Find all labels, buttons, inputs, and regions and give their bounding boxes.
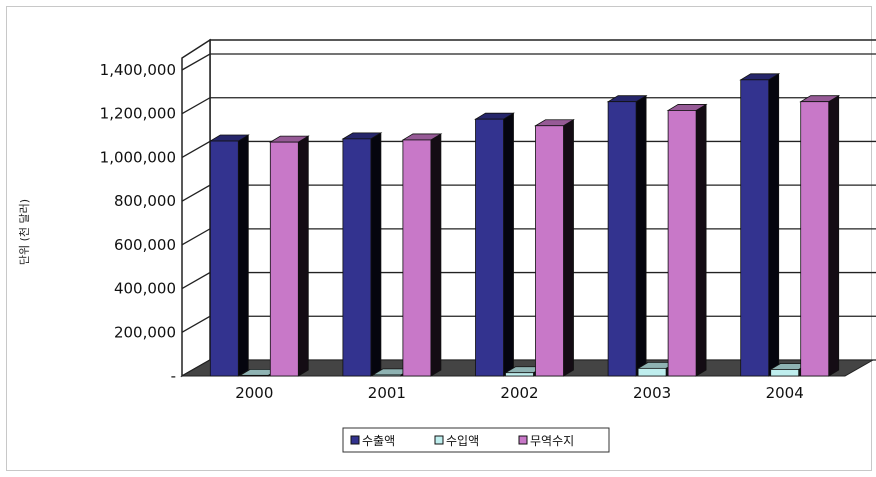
legend: 수출액 수입액 무역수지 bbox=[342, 427, 610, 453]
legend-swatch bbox=[434, 435, 444, 445]
bar bbox=[534, 119, 575, 377]
bar bbox=[268, 135, 310, 377]
bar bbox=[474, 112, 515, 377]
bar-side bbox=[828, 94, 840, 377]
bar-front bbox=[535, 125, 564, 377]
bar-front bbox=[505, 372, 534, 377]
bar-front bbox=[209, 140, 239, 377]
bar-side bbox=[503, 112, 514, 377]
bars bbox=[208, 73, 841, 377]
bar-front bbox=[342, 138, 372, 377]
legend-box bbox=[342, 427, 610, 453]
bar-front bbox=[740, 79, 770, 377]
bar bbox=[401, 133, 443, 377]
y-tick-label: 1,000,000 bbox=[100, 148, 176, 166]
bar-front bbox=[637, 367, 667, 377]
bar-front bbox=[800, 101, 830, 377]
x-tick-label: 2001 bbox=[368, 384, 406, 402]
x-tick-label: 2000 bbox=[235, 384, 273, 402]
bar-side bbox=[430, 133, 442, 377]
y-axis-ticks: - 200,000 400,000 600,000 800,000 1,000,000 1,… bbox=[100, 61, 176, 385]
x-axis-ticks: 2000 2001 2002 2003 2004 bbox=[235, 384, 804, 402]
bar-front bbox=[770, 369, 800, 377]
legend-swatch bbox=[518, 435, 528, 445]
y-tick-label: 1,400,000 bbox=[100, 61, 176, 79]
bar-front bbox=[667, 110, 697, 377]
gridline bbox=[181, 53, 876, 71]
bar-side bbox=[237, 134, 249, 377]
y-tick-label: 800,000 bbox=[114, 192, 176, 210]
bar bbox=[208, 134, 250, 377]
bar-side bbox=[695, 103, 707, 377]
bar bbox=[799, 94, 841, 377]
side-wall bbox=[181, 38, 211, 378]
bar-front bbox=[607, 101, 637, 377]
gridline bbox=[181, 97, 876, 115]
bar bbox=[666, 103, 708, 377]
bar-side bbox=[563, 119, 574, 377]
legend-label: 무역수지 bbox=[530, 434, 574, 448]
legend-label: 수출액 bbox=[362, 434, 395, 448]
bar-side bbox=[370, 132, 382, 377]
bar bbox=[341, 132, 383, 377]
x-tick-label: 2004 bbox=[766, 384, 804, 402]
y-tick-label: 200,000 bbox=[114, 323, 176, 341]
x-tick-label: 2002 bbox=[500, 384, 538, 402]
legend-label: 수입액 bbox=[446, 434, 479, 448]
legend-swatch bbox=[350, 435, 360, 445]
y-tick-label: 1,200,000 bbox=[100, 105, 176, 123]
bar-front bbox=[239, 374, 269, 377]
x-tick-label: 2003 bbox=[633, 384, 671, 402]
bar bbox=[739, 73, 781, 377]
bar-front bbox=[269, 141, 299, 377]
bar-front bbox=[475, 118, 504, 377]
y-axis-label: 단위 (천 달러) bbox=[17, 199, 31, 265]
y-tick-label: 400,000 bbox=[114, 280, 176, 298]
bar-side bbox=[635, 94, 647, 377]
y-tick-label: - bbox=[171, 367, 176, 385]
bar-side bbox=[768, 73, 780, 377]
y-tick-label: 600,000 bbox=[114, 236, 176, 254]
bar-front bbox=[372, 374, 402, 377]
bar-side bbox=[297, 135, 309, 377]
bar-front bbox=[402, 139, 432, 377]
bar bbox=[606, 94, 648, 377]
